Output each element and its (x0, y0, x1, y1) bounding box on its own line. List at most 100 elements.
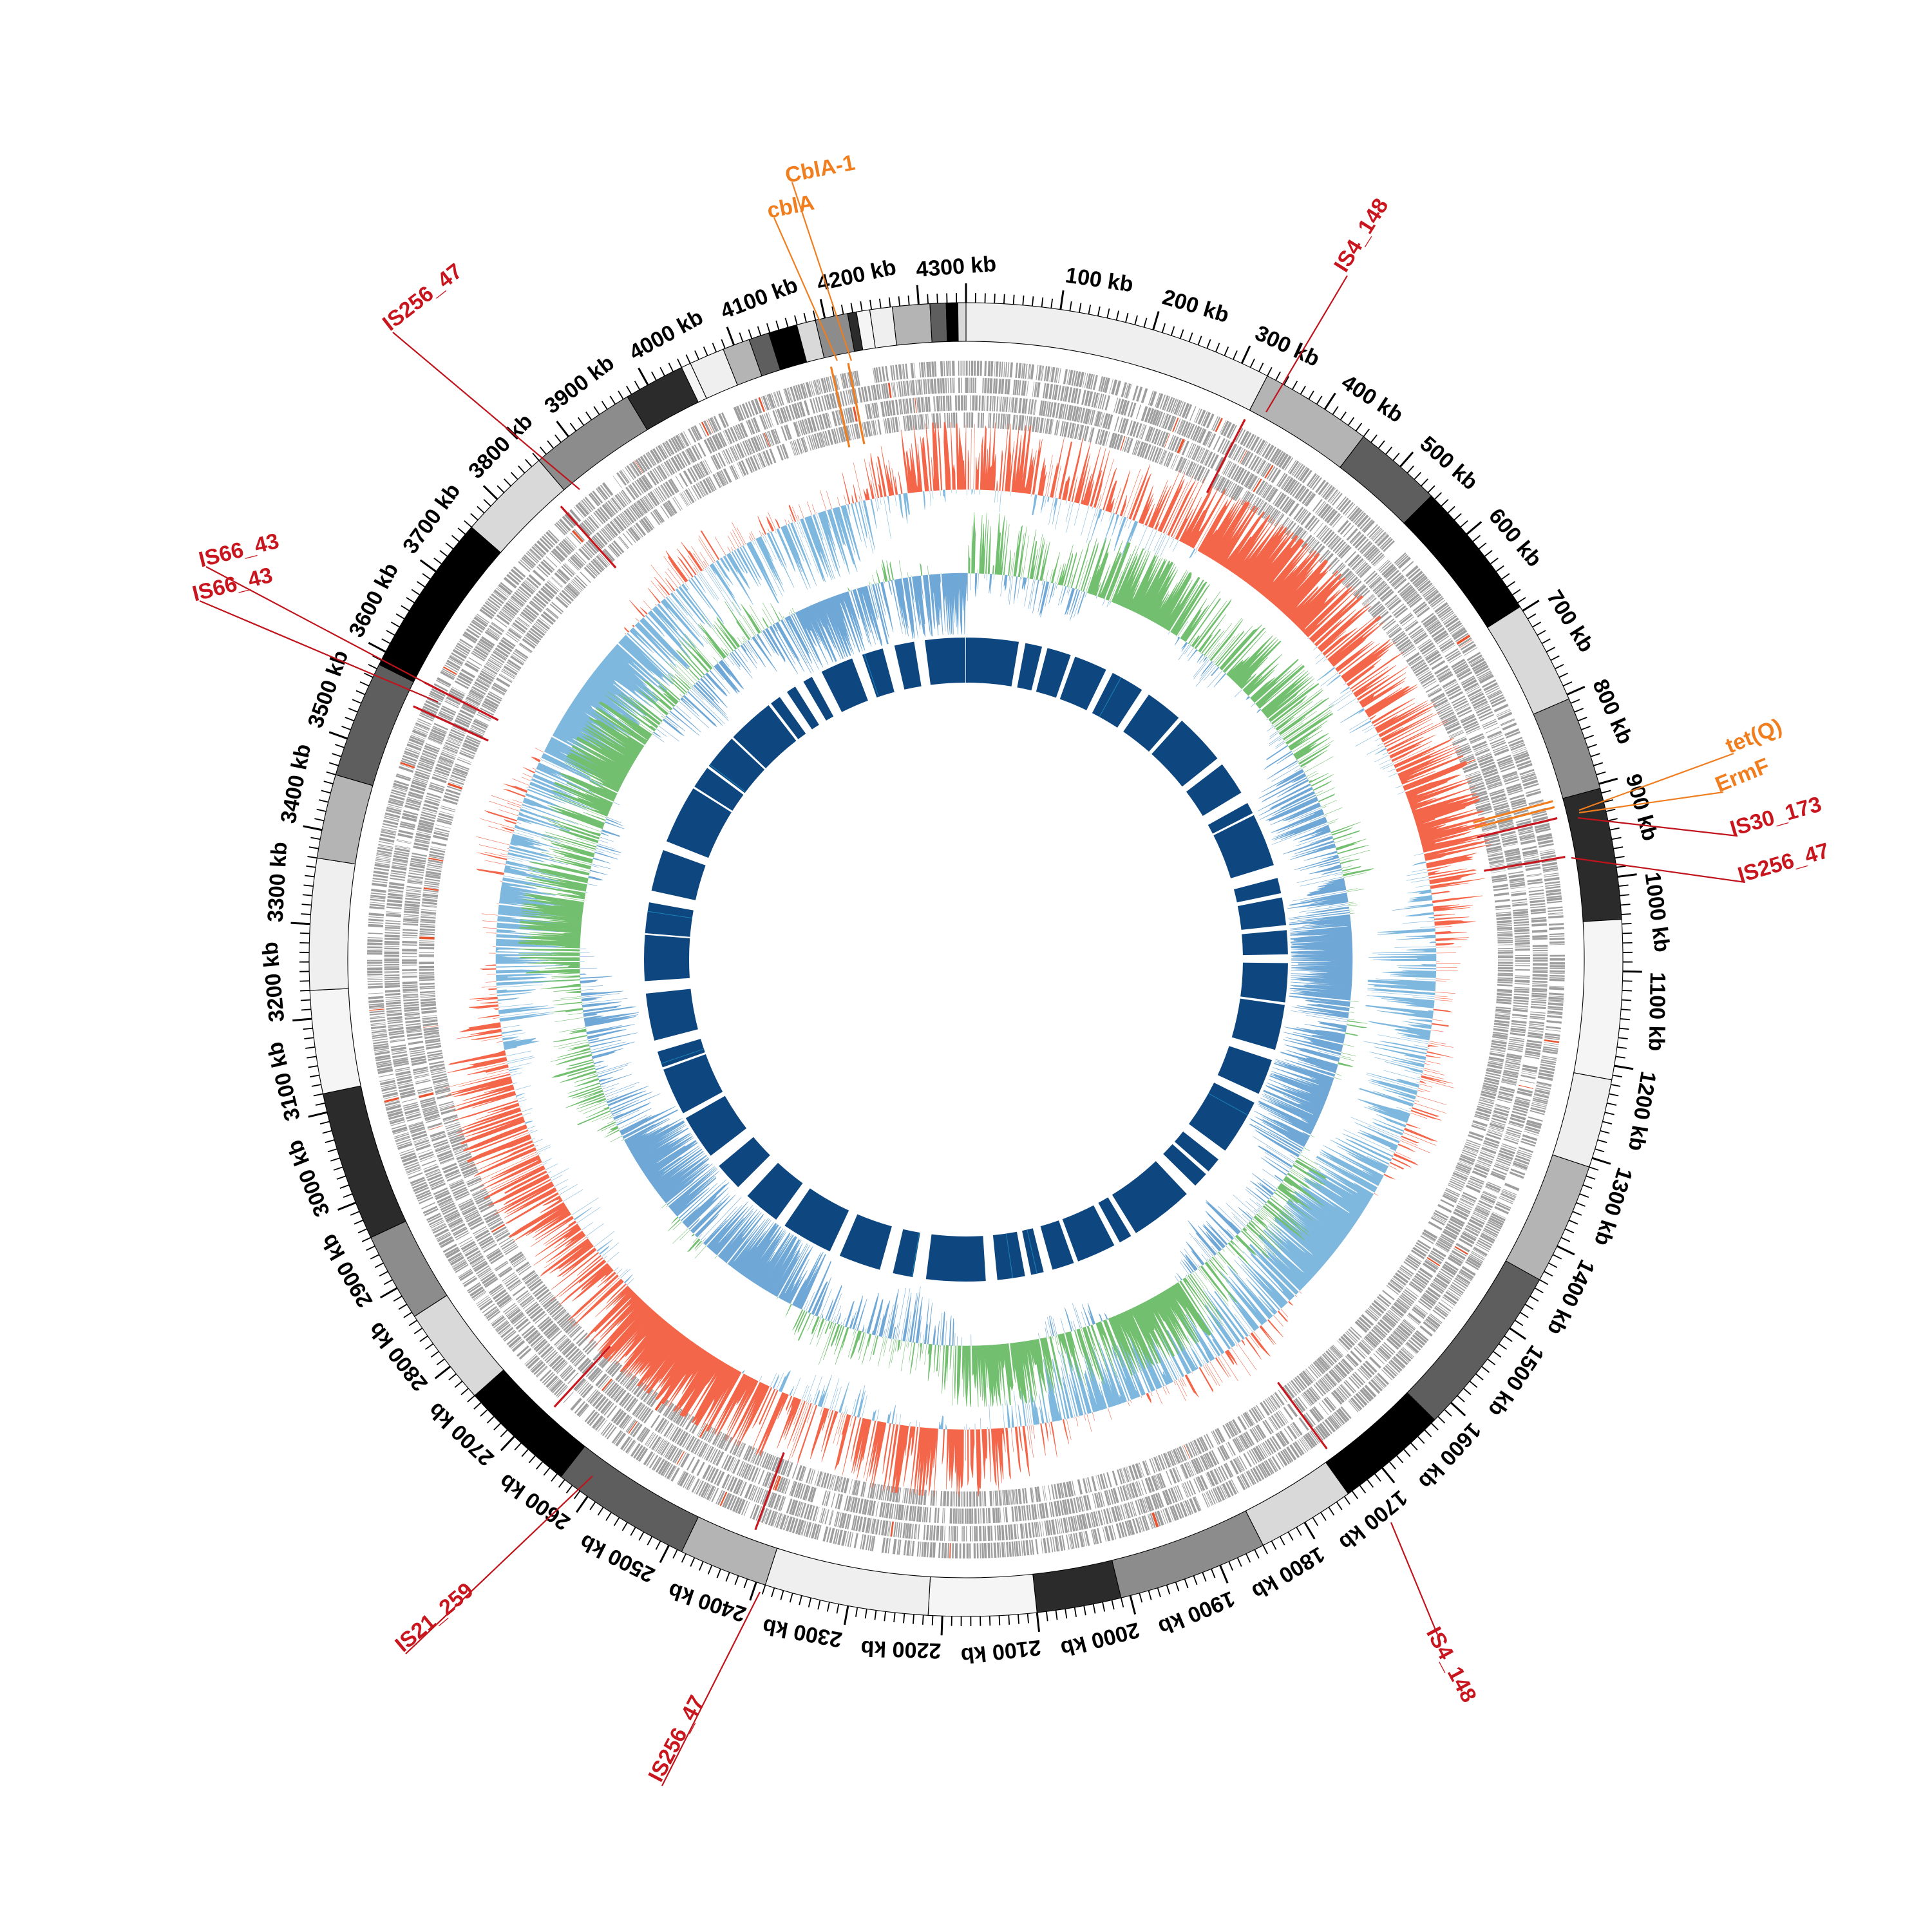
axis-minor-tick (448, 1373, 457, 1381)
cds-feature (735, 405, 744, 421)
axis-major-tick (1381, 1467, 1396, 1484)
cds-feature (898, 399, 902, 415)
cds-feature (662, 442, 672, 457)
cds-feature (1000, 413, 1003, 429)
cds-feature (760, 1489, 766, 1504)
cds-feature (743, 1464, 752, 1479)
cds-feature (1097, 429, 1103, 444)
cds-feature (923, 1507, 927, 1522)
cds-feature (681, 1434, 691, 1448)
cds-feature (1314, 501, 1325, 514)
cds-feature (874, 402, 878, 418)
cds-feature (428, 1217, 443, 1226)
cds-feature (464, 1211, 479, 1220)
cds-feature (404, 1009, 420, 1012)
cds-feature (765, 395, 772, 410)
cds-feature (703, 460, 710, 475)
cds-feature (1064, 1499, 1069, 1515)
cds-feature (1447, 652, 1461, 662)
cds-feature (1005, 1507, 1009, 1522)
cds-feature (1412, 662, 1426, 672)
cds-feature-highlight (890, 1521, 895, 1537)
cds-feature (1291, 1423, 1300, 1437)
cds-feature (1354, 536, 1367, 549)
cds-feature (887, 1538, 891, 1554)
cds-feature (1266, 1397, 1276, 1411)
cds-feature (895, 399, 899, 415)
cds-feature (1454, 1170, 1468, 1177)
cds-feature (1084, 408, 1091, 424)
cds-feature (1240, 1473, 1251, 1488)
cds-feature (1446, 725, 1462, 734)
cds-feature (384, 812, 401, 819)
cds-feature (1161, 432, 1169, 448)
cds-feature (368, 913, 384, 916)
axis-minor-tick (907, 295, 910, 305)
cds-feature (416, 1191, 431, 1200)
cds-feature (1418, 639, 1432, 650)
cds-feature (807, 417, 814, 433)
cds-feature (1016, 380, 1019, 395)
cds-feature (392, 787, 407, 793)
cds-feature (632, 1423, 643, 1437)
axis-major-tick (337, 1202, 356, 1211)
cds-feature (1501, 1081, 1517, 1084)
cds-feature (1531, 998, 1547, 999)
cds-feature-highlight (1164, 433, 1170, 448)
cds-feature (1498, 1094, 1513, 1099)
cds-feature (1177, 457, 1184, 472)
cds-feature (1541, 1056, 1557, 1059)
cds-feature (1356, 515, 1369, 528)
cds-feature (381, 1086, 397, 1092)
cds-feature (573, 529, 585, 542)
axis-minor-tick (647, 1536, 653, 1546)
cds-feature (433, 1139, 448, 1146)
cds-feature (1166, 397, 1173, 412)
cds-feature (1375, 1324, 1388, 1336)
cds-feature (1412, 573, 1425, 585)
cds-feature (952, 361, 955, 376)
axis-minor-tick (417, 581, 426, 588)
axis-minor-tick (413, 1327, 423, 1334)
cds-feature (1005, 397, 1009, 412)
cds-feature (1495, 1009, 1511, 1013)
cds-feature (1410, 659, 1425, 669)
axis-minor-tick (1622, 923, 1632, 925)
cds-feature (562, 1343, 575, 1356)
cds-feature (1383, 565, 1396, 578)
cds-feature (1517, 762, 1533, 771)
cds-feature (1502, 1188, 1517, 1195)
cds-feature (1101, 394, 1107, 410)
cds-feature (1302, 1393, 1312, 1406)
cds-feature (592, 1394, 604, 1407)
cds-feature (1206, 1452, 1215, 1468)
cds-feature (382, 826, 397, 831)
cds-feature (605, 525, 616, 538)
cds-feature (835, 392, 840, 408)
cds-feature (542, 559, 555, 571)
cds-feature (1263, 506, 1273, 519)
cds-feature (1139, 1517, 1145, 1532)
cds-feature (1416, 1330, 1429, 1341)
cds-feature (1514, 989, 1530, 991)
cds-feature (1040, 365, 1043, 381)
cds-feature (1381, 1317, 1394, 1329)
cds-feature (898, 364, 903, 380)
cds-feature (1307, 540, 1318, 553)
cds-feature (623, 509, 635, 524)
cds-feature (789, 1499, 796, 1515)
cds-feature (448, 692, 463, 701)
cds-feature (1505, 1132, 1520, 1139)
cds-feature (1162, 395, 1169, 411)
cds-feature (951, 1526, 952, 1542)
cds-feature (1514, 940, 1530, 942)
cds-feature (1109, 379, 1113, 394)
axis-major-tick (749, 1582, 757, 1601)
cds-feature (391, 866, 407, 871)
cds-feature (404, 750, 419, 758)
cds-feature (1186, 1462, 1193, 1477)
axis-minor-tick (430, 1350, 439, 1358)
cds-feature (1335, 1364, 1348, 1378)
axis-major-tick (1622, 970, 1642, 973)
cds-feature (508, 571, 522, 583)
